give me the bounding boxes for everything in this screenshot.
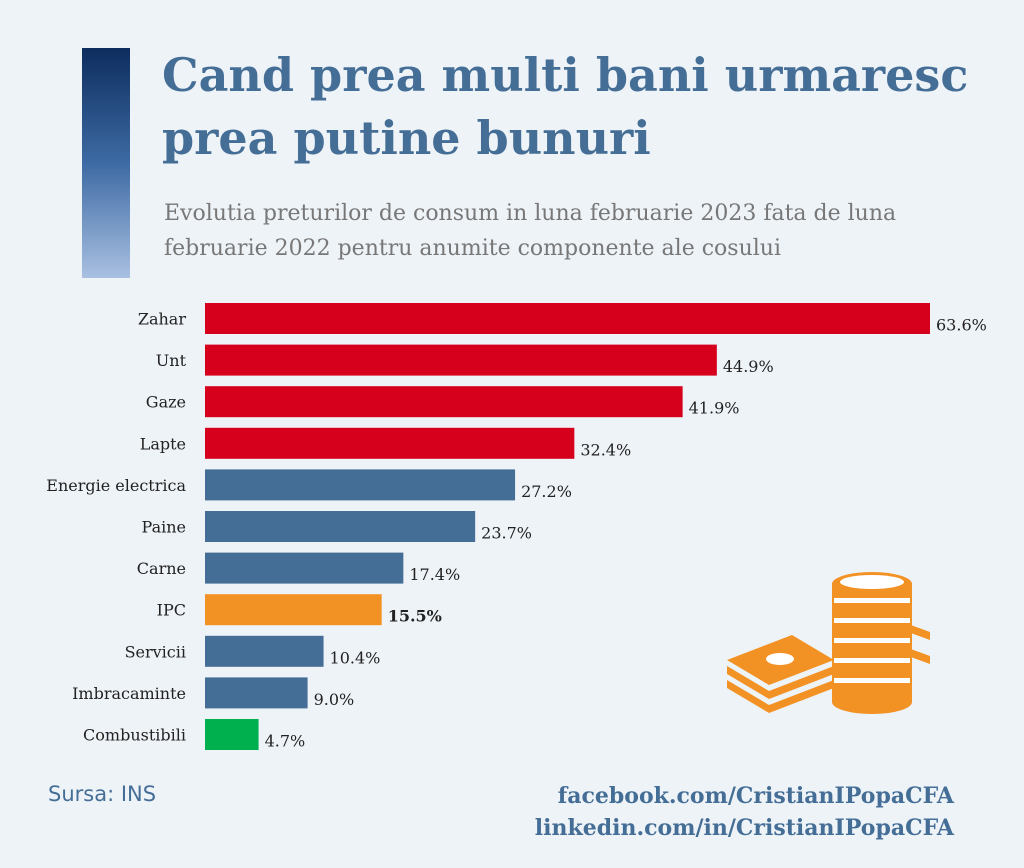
value-label: 4.7%	[265, 732, 306, 751]
category-label: Servicii	[125, 642, 186, 661]
coins-and-banknotes-icon	[727, 572, 930, 714]
category-label: Gaze	[146, 393, 186, 412]
category-label: IPC	[157, 601, 186, 620]
category-label: Imbracaminte	[72, 684, 186, 703]
value-label: 17.4%	[409, 565, 460, 584]
value-label: 23.7%	[481, 524, 532, 543]
value-label: 27.2%	[521, 482, 572, 501]
value-label: 15.5%	[388, 607, 442, 626]
bar	[205, 386, 683, 418]
bar	[205, 427, 575, 459]
value-label: 10.4%	[330, 648, 381, 667]
category-label: Carne	[137, 559, 186, 578]
source-note: Sursa: INS	[48, 782, 157, 806]
bar	[205, 552, 404, 584]
value-label: 9.0%	[314, 690, 355, 709]
social-links: facebook.com/CristianIPopaCFA linkedin.c…	[535, 780, 954, 844]
bar	[205, 511, 476, 542]
linkedin-link[interactable]: linkedin.com/in/CristianIPopaCFA	[534, 815, 954, 841]
bar	[205, 344, 717, 376]
bar	[205, 635, 324, 667]
bar	[205, 303, 930, 334]
category-label: Unt	[156, 351, 187, 370]
subtitle-line-1: Evolutia preturilor de consum in luna fe…	[164, 201, 897, 226]
accent-bar	[82, 48, 130, 278]
facebook-link[interactable]: facebook.com/CristianIPopaCFA	[557, 783, 954, 809]
category-label: Zahar	[138, 310, 187, 329]
value-label: 44.9%	[723, 357, 774, 376]
title-line-2: prea putine bunuri	[162, 111, 651, 165]
title-line-1: Cand prea multi bani urmaresc	[162, 48, 969, 102]
chart-subtitle: Evolutia preturilor de consum in luna fe…	[164, 196, 994, 266]
category-label: Energie electrica	[46, 476, 186, 495]
bar	[205, 719, 259, 750]
value-label: 32.4%	[580, 440, 631, 459]
value-label: 63.6%	[936, 316, 987, 335]
category-label: Paine	[142, 518, 186, 537]
value-label: 41.9%	[689, 399, 740, 418]
category-label: Lapte	[140, 434, 186, 453]
category-label: Combustibili	[83, 726, 186, 745]
bar-chart: Zahar 63.6% Unt 44.9% Gaze 41.9% Lapte 32.4% Ene…	[46, 303, 987, 751]
bar	[205, 469, 516, 501]
chart-title: Cand prea multi bani urmaresc prea putin…	[162, 44, 1002, 170]
bar	[205, 677, 308, 709]
bar	[205, 594, 382, 626]
subtitle-line-2: februarie 2022 pentru anumite componente…	[164, 236, 781, 261]
